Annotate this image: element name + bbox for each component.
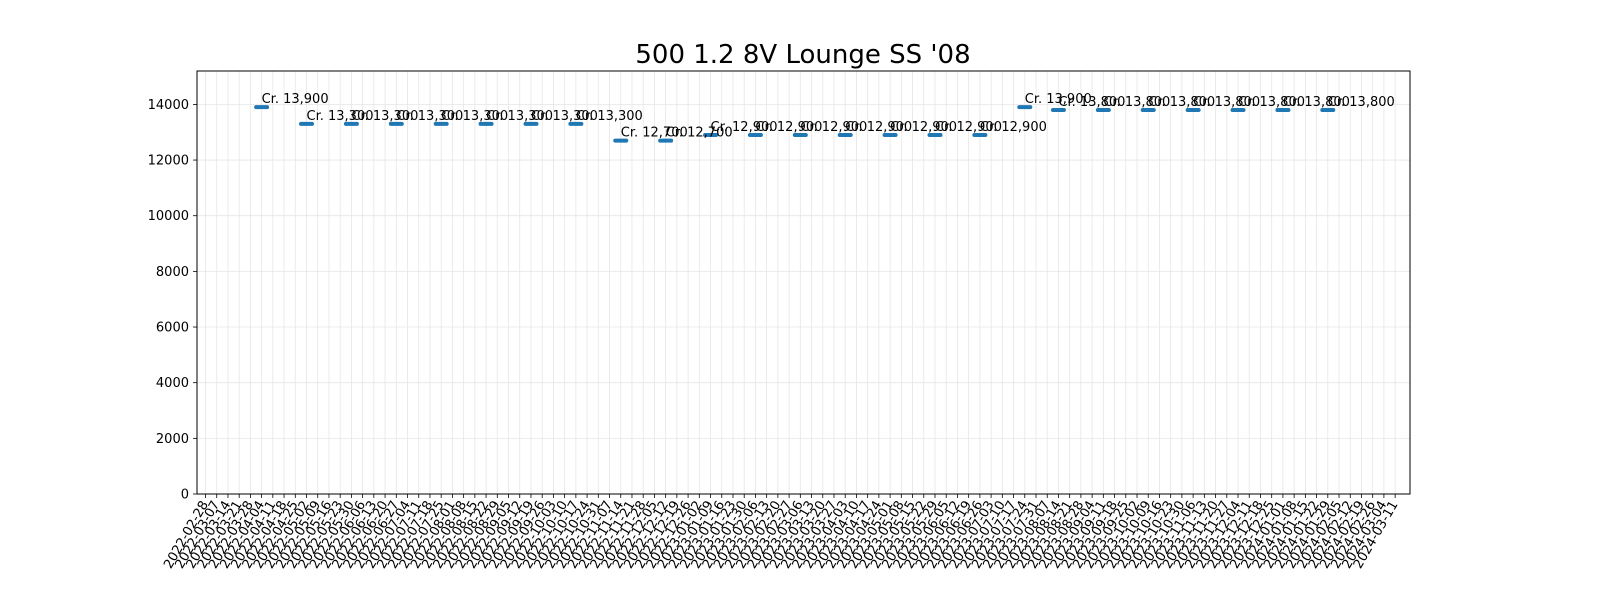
y-tick-label: 12000 bbox=[148, 154, 189, 169]
data-label: Cr. 13,800 bbox=[1148, 95, 1215, 110]
data-label: Cr. 13,300 bbox=[396, 109, 463, 124]
data-label: Cr. 13,800 bbox=[1193, 95, 1260, 110]
data-label: Cr. 12,900 bbox=[711, 120, 778, 135]
data-label: Cr. 13,800 bbox=[1103, 95, 1170, 110]
y-tick-label: 0 bbox=[181, 488, 189, 503]
data-label: Cr. 13,300 bbox=[351, 109, 418, 124]
chart-title: 500 1.2 8V Lounge SS '08 bbox=[635, 40, 970, 70]
y-tick-label: 10000 bbox=[148, 209, 189, 224]
y-tick-label: 4000 bbox=[156, 376, 189, 391]
data-label: Cr. 13,800 bbox=[1058, 95, 1125, 110]
data-label: Cr. 12,900 bbox=[980, 120, 1047, 135]
data-label: Cr. 12,900 bbox=[845, 120, 912, 135]
data-label: Cr. 13,800 bbox=[1238, 95, 1305, 110]
data-label: Cr. 13,300 bbox=[576, 109, 643, 124]
data-label: Cr. 13,900 bbox=[1025, 92, 1092, 107]
data-label: Cr. 12,700 bbox=[621, 126, 688, 141]
data-label: Cr. 13,300 bbox=[486, 109, 553, 124]
data-label: Cr. 13,300 bbox=[441, 109, 508, 124]
data-label: Cr. 12,900 bbox=[935, 120, 1002, 135]
data-label: Cr. 12,900 bbox=[890, 120, 957, 135]
y-tick-label: 14000 bbox=[148, 98, 189, 113]
data-label: Cr. 12,700 bbox=[666, 126, 733, 141]
marks-layer bbox=[254, 105, 1336, 143]
y-tick-label: 6000 bbox=[156, 321, 189, 336]
data-label: Cr. 13,800 bbox=[1283, 95, 1350, 110]
data-label: Cr. 13,300 bbox=[307, 109, 374, 124]
y-tick-label: 8000 bbox=[156, 265, 189, 280]
data-label: Cr. 13,300 bbox=[531, 109, 598, 124]
data-label: Cr. 12,900 bbox=[755, 120, 822, 135]
y-tick-label: 2000 bbox=[156, 432, 189, 447]
plot-frame bbox=[196, 70, 1411, 495]
data-label: Cr. 13,800 bbox=[1328, 95, 1395, 110]
data-label: Cr. 12,900 bbox=[800, 120, 867, 135]
data-label: Cr. 13,900 bbox=[262, 92, 329, 107]
grid-layer bbox=[197, 71, 1410, 495]
